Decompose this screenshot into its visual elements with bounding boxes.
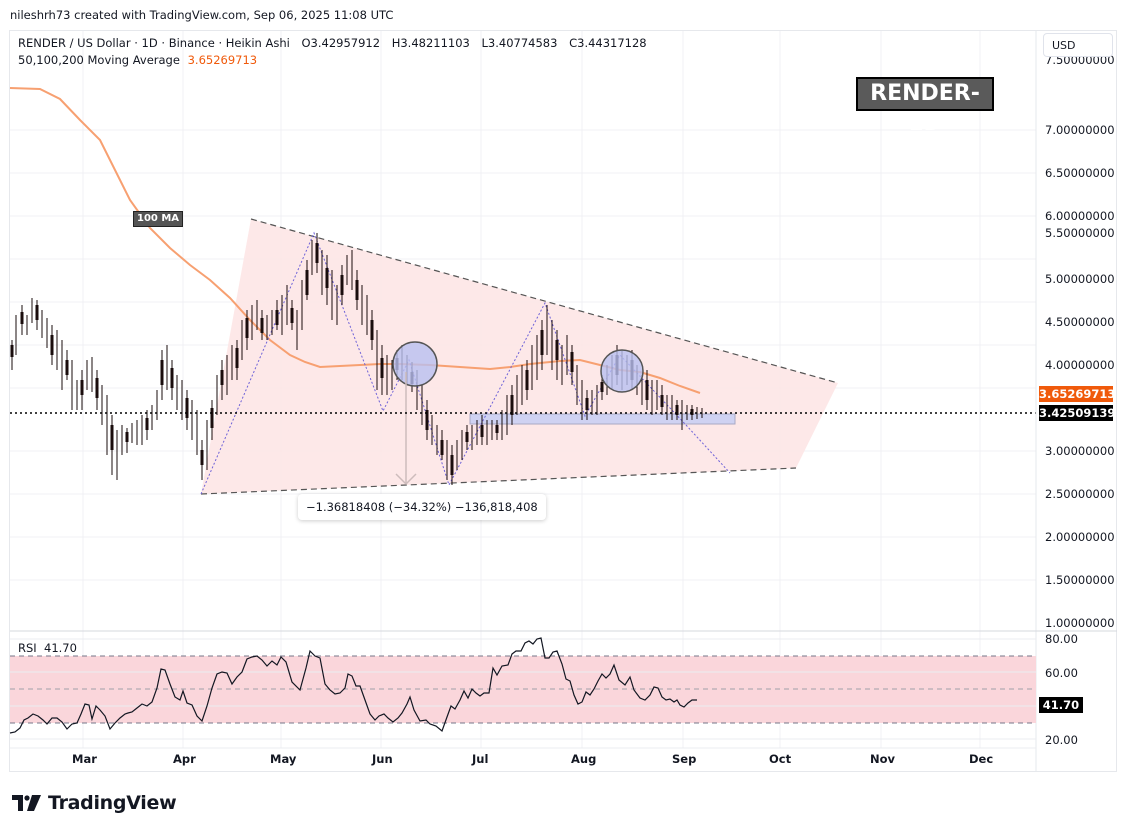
price-tick: 4.50000000 (1045, 315, 1115, 329)
rsi-gridlines (10, 638, 1036, 740)
month-label: Aug (571, 752, 596, 766)
ma-indicator-label[interactable]: 50,100,200 Moving Average (18, 53, 180, 67)
close-value: C3.44317128 (569, 36, 647, 50)
tradingview-wordmark: TradingView (48, 792, 177, 814)
price-tick: 3.00000000 (1045, 444, 1115, 458)
triangle-upper-trendline[interactable] (250, 218, 839, 384)
symbol-description[interactable]: RENDER / US Dollar · 1D · Binance · Heik… (18, 36, 290, 50)
ma-price-tag: 3.65269713 (1039, 386, 1116, 402)
chart-credit: nileshrh73 created with TradingView.com,… (10, 8, 394, 22)
price-tick: 6.00000000 (1045, 209, 1115, 223)
price-tick: 6.50000000 (1045, 166, 1115, 180)
rsi-axis[interactable]: 80.00 60.00 20.00 (1045, 632, 1078, 747)
ma-100-line[interactable] (9, 87, 701, 394)
rsi-value: 41.70 (44, 641, 77, 655)
currency-button[interactable]: USD (1043, 33, 1113, 57)
month-label: Sep (672, 752, 696, 766)
open-value: O3.42957912 (301, 36, 381, 50)
price-tick: 1.00000000 (1045, 616, 1115, 630)
price-tick: 7.00000000 (1045, 123, 1115, 137)
rsi-tick: 80.00 (1045, 632, 1078, 646)
tradingview-logo-icon (12, 795, 41, 811)
rsi-tick: 60.00 (1045, 666, 1078, 680)
chart-legend: RENDER / US Dollar · 1D · Binance · Heik… (18, 35, 647, 69)
month-label: Jul (471, 752, 488, 766)
high-value: H3.48211103 (391, 36, 470, 50)
tradingview-logo[interactable]: TradingView (12, 792, 177, 814)
month-label: Dec (969, 752, 993, 766)
time-axis[interactable]: Mar Apr May Jun Jul Aug Sep Oct Nov Dec (72, 752, 993, 766)
month-label: Mar (72, 752, 97, 766)
triangle-pattern[interactable] (201, 219, 838, 494)
chart-frame (9, 30, 1117, 772)
highlight-circle-june[interactable] (392, 341, 438, 387)
month-label: May (270, 752, 297, 766)
price-axis[interactable]: 7.50000000 7.00000000 6.50000000 6.00000… (1045, 53, 1115, 630)
low-value: L3.40774583 (481, 36, 558, 50)
price-tick: 5.00000000 (1045, 272, 1115, 286)
last-price-tag: 3.42509139 (1039, 405, 1116, 421)
price-tick: 2.00000000 (1045, 530, 1115, 544)
price-tick: 1.50000000 (1045, 573, 1115, 587)
price-tick: 2.50000000 (1045, 487, 1115, 501)
rsi-legend[interactable]: RSI 41.70 (18, 641, 77, 655)
support-zone[interactable] (469, 413, 736, 425)
ma-indicator-value: 3.65269713 (187, 53, 258, 67)
month-label: Jun (371, 752, 393, 766)
rsi-tick: 20.00 (1045, 733, 1078, 747)
measure-tooltip: −1.36818408 (−34.32%) −136,818,408 (298, 494, 546, 520)
rsi-line[interactable] (9, 637, 697, 734)
rsi-levels (10, 655, 1036, 724)
price-tick: 5.50000000 (1045, 226, 1115, 240)
rsi-value-tag: 41.70 (1039, 697, 1083, 713)
measure-arrow[interactable] (395, 372, 417, 486)
ma-100-label: 100 MA (133, 211, 184, 227)
month-label: Nov (870, 752, 896, 766)
rsi-name: RSI (18, 641, 37, 655)
month-label: Apr (173, 752, 196, 766)
chart-title-badge: RENDER-1D (856, 77, 994, 136)
price-tick: 4.00000000 (1045, 358, 1115, 372)
highlight-circle-august[interactable] (600, 349, 644, 393)
month-label: Oct (769, 752, 792, 766)
